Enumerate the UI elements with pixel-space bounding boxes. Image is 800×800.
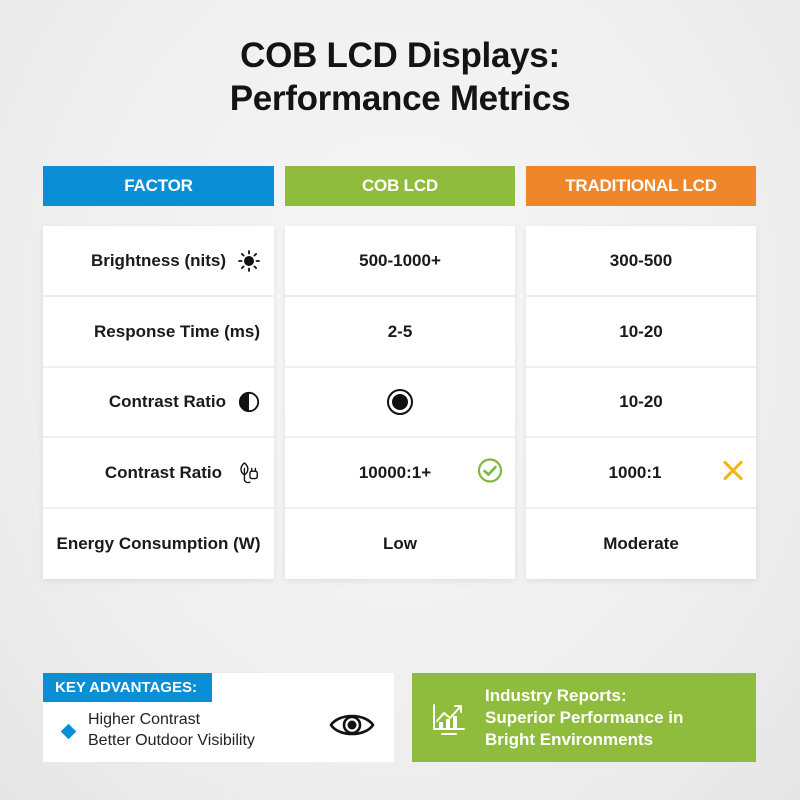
- factor-cell-contrast-ratio: Contrast Ratio: [43, 367, 274, 438]
- factor-column: Brightness (nits) Response Time (ms) Con…: [43, 226, 274, 579]
- report-line-2: Superior Performance in: [485, 708, 684, 727]
- sun-icon: [238, 249, 260, 272]
- report-line-1: Industry Reports:: [485, 686, 627, 705]
- key-advantages-box: KEY ADVANTAGES: Higher Contrast Better O…: [43, 673, 394, 762]
- industry-reports-box: Industry Reports: Superior Performance i…: [412, 673, 756, 762]
- eco-plug-icon: [238, 460, 260, 486]
- title-line-1: COB LCD Displays:: [240, 36, 560, 75]
- header-factor: FACTOR: [43, 166, 274, 206]
- contrast-icon: [238, 390, 260, 414]
- radio-dot-icon: [386, 388, 414, 416]
- traditional-lcd-column: 300-500 10-20 10-20 1000:1 Moderate: [526, 226, 756, 579]
- cob-cell-contrast-ratio: 10000:1+: [285, 438, 515, 509]
- trad-cell-contrast-ratio: 1000:1: [526, 438, 756, 509]
- page-title: COB LCD Displays: Performance Metrics: [0, 34, 800, 120]
- eye-icon: [329, 711, 375, 744]
- report-line-3: Bright Environments: [485, 730, 654, 749]
- factor-label: Response Time (ms): [94, 321, 260, 341]
- factor-label: Brightness (nits): [90, 250, 226, 270]
- cob-cell-contrast: [285, 367, 515, 438]
- trad-cell-contrast: 10-20: [526, 367, 756, 438]
- chart-growth-icon: [432, 701, 466, 742]
- advantage-line-2: Better Outdoor Visibility: [88, 732, 255, 749]
- cob-cell-energy: Low: [383, 533, 417, 553]
- factor-cell-contrast-ratio-2: Contrast Ratio: [43, 438, 274, 509]
- header-traditional-lcd: TRADITIONAL LCD: [526, 166, 756, 206]
- factor-cell-brightness: Brightness (nits): [43, 226, 274, 297]
- header-cob-lcd: COB LCD: [285, 166, 515, 206]
- trad-value: 1000:1: [608, 462, 662, 482]
- title-line-2: Performance Metrics: [229, 79, 571, 118]
- factor-cell-response-time: Response Time (ms): [43, 297, 274, 368]
- factor-label: Energy Consumption (W): [56, 533, 261, 553]
- advantage-line-1: Higher Contrast: [88, 711, 201, 728]
- cross-icon: [722, 459, 744, 486]
- cob-cell-response-time: 2-5: [285, 297, 515, 368]
- check-circle-icon: [477, 457, 503, 488]
- trad-cell-energy: Moderate: [603, 533, 679, 553]
- cob-lcd-column: 500-1000+ 2-5 10000:1+ Low: [285, 226, 515, 579]
- industry-reports-text: Industry Reports: Superior Performance i…: [485, 685, 683, 751]
- key-advantages-label: KEY ADVANTAGES:: [43, 673, 212, 702]
- advantages-text: Higher Contrast Better Outdoor Visibilit…: [88, 709, 255, 751]
- factor-label: Contrast Ratio: [104, 462, 222, 482]
- trad-cell-response-time: 10-20: [526, 297, 756, 368]
- factor-cell-energy: Energy Consumption (W): [43, 508, 274, 579]
- cob-value: 10000:1+: [358, 462, 432, 482]
- cob-cell-brightness: 500-1000+: [285, 226, 515, 297]
- factor-label: Contrast Ratio: [108, 391, 226, 411]
- diamond-bullet-icon: [60, 723, 77, 740]
- trad-cell-brightness: 300-500: [526, 226, 756, 297]
